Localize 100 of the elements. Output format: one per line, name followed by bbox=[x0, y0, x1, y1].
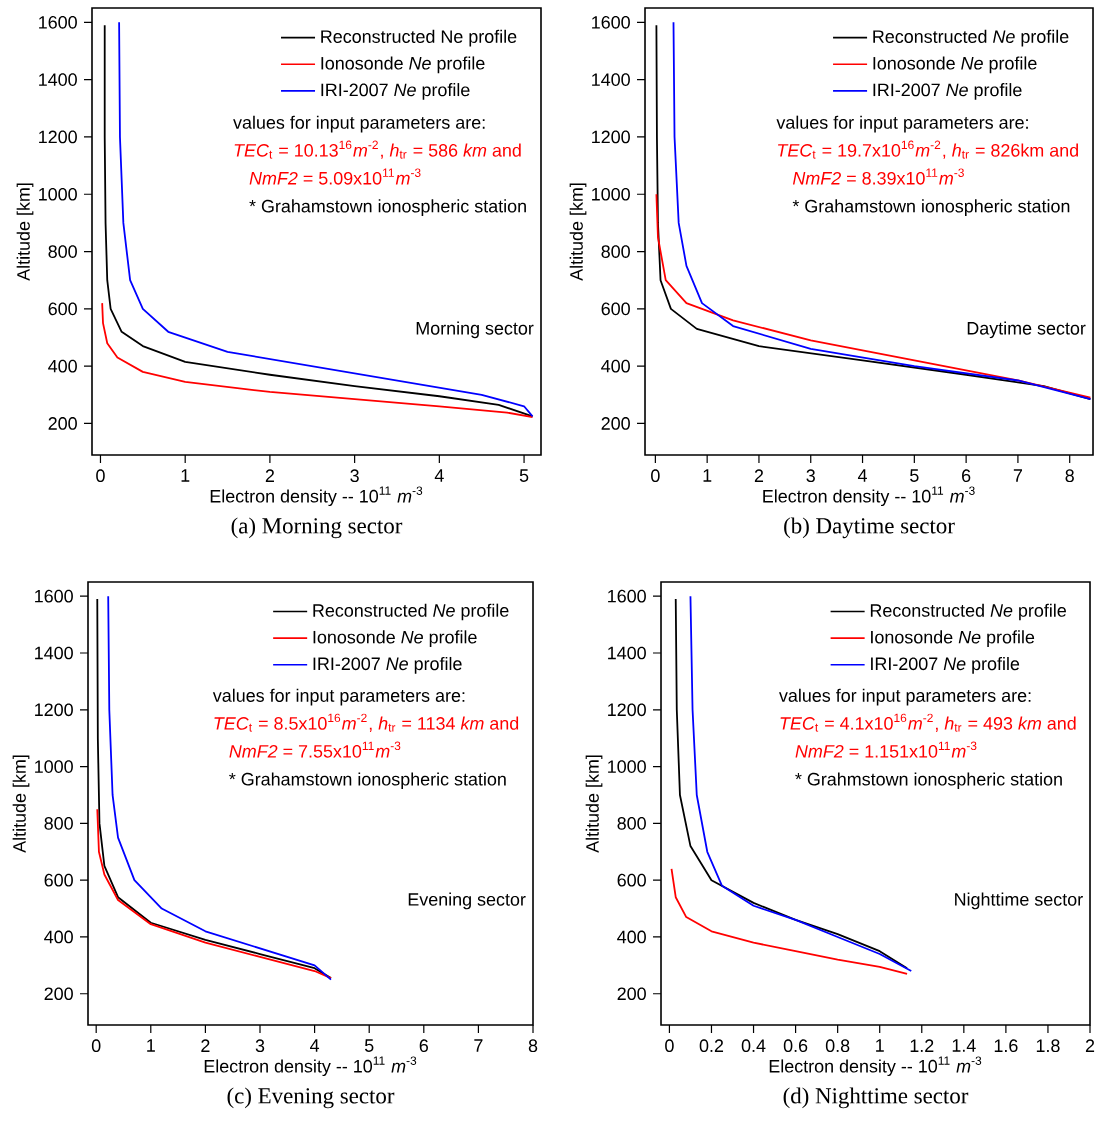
text: TEC$_{t}$ = 4.1x10$^{16}$m$^{-2}$, h$_{tr}$ = 493 km and bbox=[780, 713, 1076, 732]
x-tick-label: 8 bbox=[1065, 469, 1074, 483]
x-tick-label: 4 bbox=[857, 469, 867, 482]
x-tick-label: 1 bbox=[703, 469, 712, 482]
x-tick-label: 6 bbox=[962, 469, 971, 483]
y-tick-label: 600 bbox=[617, 873, 646, 887]
text: (b) Daytime sector bbox=[784, 517, 955, 539]
annotation: values for input parameters are: bbox=[233, 115, 485, 133]
x-tick-label: 5 bbox=[364, 1039, 374, 1052]
annotation: NmF2 = 7.55x10$^{11}$m$^{-3}$ bbox=[229, 741, 401, 758]
y-axis-title: Altitude [km] bbox=[16, 183, 34, 281]
text: TEC$_{t}$ = 10.13$^{16}$m$^{-2}$, h$_{tr}$ = 586 km and bbox=[234, 140, 521, 159]
legend-label: Ionosonde Ne profile bbox=[873, 56, 1037, 74]
x-tick-label: 7 bbox=[474, 1039, 483, 1052]
annotation: * Grahamstown ionospheric station bbox=[249, 199, 526, 217]
annotation: values for input parameters are: bbox=[776, 115, 1028, 133]
legend-label: IRI-2007 Ne profile bbox=[321, 83, 470, 100]
x-tick-label: 0.6 bbox=[783, 1039, 808, 1053]
annotation: Nighttime sector bbox=[955, 892, 1083, 910]
x-tick-label: 2 bbox=[265, 469, 274, 482]
y-tick-label: 200 bbox=[601, 417, 630, 430]
y-tick-label: 400 bbox=[44, 930, 73, 944]
legend-label: Ionosonde Ne profile bbox=[871, 630, 1035, 648]
x-tick-label: 0.4 bbox=[741, 1039, 766, 1053]
x-tick-label: 7 bbox=[1013, 469, 1022, 482]
legend-label: Reconstructed Ne profile bbox=[870, 603, 1066, 621]
y-tick-label: 1000 bbox=[39, 187, 77, 201]
x-tick-label: 3 bbox=[255, 1039, 265, 1053]
y-tick-label: 800 bbox=[617, 817, 646, 830]
x-tick-label: 3 bbox=[806, 469, 815, 483]
annotation: * Grahamstown ionospheric station bbox=[792, 199, 1070, 217]
annotation: values for input parameters are: bbox=[779, 688, 1031, 706]
y-tick-label: 800 bbox=[48, 245, 77, 258]
annotation: Morning sector bbox=[416, 321, 534, 339]
y-tick-label: 1000 bbox=[608, 760, 646, 773]
x-tick-label: 0.8 bbox=[825, 1039, 850, 1053]
y-tick-label: 1400 bbox=[39, 73, 77, 86]
y-tick-label: 1600 bbox=[608, 589, 646, 603]
y-tick-label: 400 bbox=[617, 930, 646, 944]
legend-label: IRI-2007 Ne profile bbox=[873, 83, 1022, 100]
x-tick-label: 0 bbox=[651, 469, 660, 483]
x-tick-label: 0.2 bbox=[699, 1039, 724, 1053]
y-tick-label: 1600 bbox=[39, 15, 77, 29]
x-axis-title: Electron density -- 10$^{11}$ m$^{-3}$ bbox=[769, 1056, 982, 1077]
line-series bbox=[655, 193, 1092, 399]
annotation: * Grahmstown ionospheric station bbox=[795, 772, 1062, 790]
y-tick-label: 1000 bbox=[592, 187, 630, 201]
legend-label: Reconstructed Ne profile bbox=[873, 29, 1069, 47]
y-tick-label: 1600 bbox=[35, 589, 73, 603]
legend-label: Ionosonde Ne profile bbox=[321, 56, 485, 74]
line-series bbox=[96, 808, 332, 980]
x-tick-label: 5 bbox=[910, 469, 919, 482]
y-tick-label: 1400 bbox=[608, 646, 646, 660]
text: (c) Evening sector bbox=[227, 1087, 395, 1109]
x-tick-label: 2 bbox=[754, 469, 764, 482]
y-tick-label: 200 bbox=[44, 987, 73, 1001]
x-tick-label: 1 bbox=[181, 469, 190, 482]
legend-label: IRI-2007 Ne profile bbox=[871, 656, 1020, 674]
x-axis-title: Electron density -- 10$^{11}$ m$^{-3}$ bbox=[204, 1056, 417, 1077]
x-tick-label: 1.6 bbox=[994, 1039, 1018, 1053]
y-tick-label: 400 bbox=[601, 359, 630, 373]
annotation: Daytime sector bbox=[967, 321, 1086, 339]
x-tick-label: 2 bbox=[1085, 1039, 1095, 1052]
x-tick-label: 1.8 bbox=[1036, 1039, 1060, 1053]
legend-label: IRI-2007 Ne profile bbox=[313, 656, 462, 674]
annotation: values for input parameters are: bbox=[212, 688, 465, 706]
y-tick-label: 1200 bbox=[592, 130, 630, 144]
legend-label: Ionosonde Ne profile bbox=[313, 630, 477, 648]
x-tick-label: 1.2 bbox=[910, 1039, 934, 1052]
x-tick-label: 5 bbox=[519, 469, 529, 482]
y-tick-label: 200 bbox=[48, 417, 77, 430]
x-tick-label: 8 bbox=[528, 1039, 538, 1053]
x-tick-label: 1.4 bbox=[952, 1039, 976, 1052]
y-tick-label: 600 bbox=[601, 302, 630, 316]
y-tick-label: 600 bbox=[48, 302, 77, 316]
x-tick-label: 2 bbox=[201, 1039, 210, 1052]
x-tick-label: 0 bbox=[96, 469, 105, 483]
y-tick-label: 1200 bbox=[39, 130, 77, 144]
line-series bbox=[670, 867, 908, 975]
y-tick-label: 600 bbox=[44, 873, 73, 887]
y-tick-label: 400 bbox=[48, 359, 77, 373]
y-tick-label: 800 bbox=[601, 245, 630, 258]
text: (d) Nighttime sector bbox=[783, 1087, 969, 1109]
annotation: NmF2 = 5.09x10$^{11}$m$^{-3}$ bbox=[249, 168, 421, 185]
x-tick-label: 4 bbox=[310, 1039, 320, 1052]
legend-label: Reconstructed Ne profile bbox=[313, 603, 509, 621]
x-tick-label: 6 bbox=[419, 1039, 429, 1053]
x-axis-title: Electron density -- 10$^{11}$ m$^{-3}$ bbox=[210, 486, 423, 507]
x-tick-label: 4 bbox=[434, 469, 444, 482]
annotation: NmF2 = 8.39x10$^{11}$m$^{-3}$ bbox=[792, 168, 964, 185]
y-tick-label: 1200 bbox=[35, 703, 73, 717]
legend-label: Reconstructed Ne profile bbox=[321, 29, 517, 47]
y-tick-label: 1400 bbox=[592, 73, 630, 86]
annotation: * Grahamstown ionospheric station bbox=[229, 772, 506, 790]
x-tick-label: 0 bbox=[91, 1039, 101, 1053]
text: TEC$_{t}$ = 19.7x10$^{16}$m$^{-2}$, h$_{tr}$ = 826km and bbox=[778, 140, 1078, 159]
x-tick-label: 1 bbox=[147, 1039, 155, 1052]
annotation: Evening sector bbox=[408, 892, 526, 910]
y-tick-label: 800 bbox=[44, 817, 73, 830]
y-axis-title: Altitude [km] bbox=[585, 755, 603, 853]
